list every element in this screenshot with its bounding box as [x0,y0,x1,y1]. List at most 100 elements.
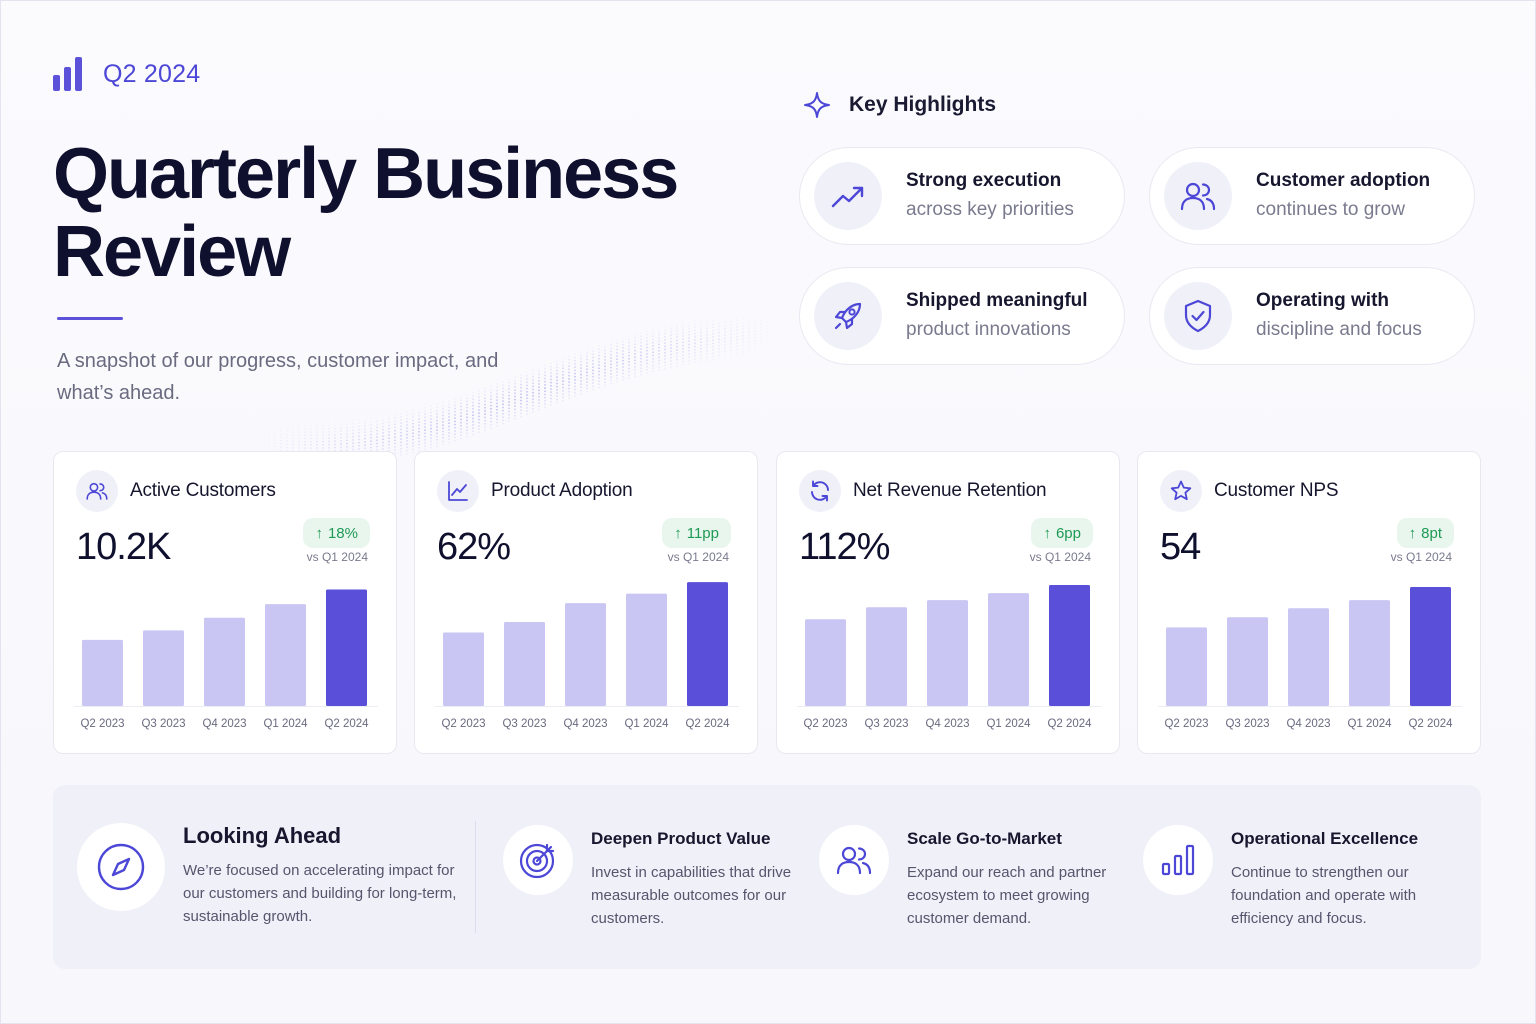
target-icon-wrap [503,825,573,895]
kpi-value: 54 [1160,526,1201,568]
highlights-heading-text: Key Highlights [849,93,997,116]
x-tick-label: Q3 2023 [1225,718,1269,730]
kpi-change-badge: ↑ 6pp [1031,518,1093,548]
hl-icon-wrap [814,162,882,230]
kpi-bar-chart: Q2 2023 Q3 2023 Q4 2023 Q1 2024 Q2 2024 [797,585,1101,730]
hl-icon-wrap [1164,282,1232,350]
kpi-icon-wrap [437,470,479,512]
x-tick-label: Q3 2023 [141,718,185,730]
kpi-bar-chart: Q2 2023 Q3 2023 Q4 2023 Q1 2024 Q2 2024 [435,582,739,730]
ahead-item-title: Scale Go-to-Market [907,829,1062,848]
kpi-change-badge: ↑ 11pp [662,518,731,548]
highlight-title: Strong execution [906,170,1062,191]
kpi-comparison: vs Q1 2024 [1390,550,1452,564]
users-icon [1180,182,1216,211]
bar-q1-2024 [626,593,667,706]
highlights-heading: Key Highlights [803,91,996,119]
period-label: Q2 2024 [103,59,201,88]
bar-q4-2023 [565,603,606,706]
users-icon [836,846,872,875]
kpi-comparison: vs Q1 2024 [306,550,368,564]
kpi-comparison: vs Q1 2024 [1029,550,1091,564]
bar-q3-2023 [143,630,184,706]
bar-chart-icon [1161,844,1195,876]
kpi-value: 62% [437,526,511,568]
highlight-card-innovation: Shipped meaningful product innovations [799,267,1125,365]
kpi-card-active-customers: Active Customers 10.2K ↑ 18% vs Q1 2024 Q… [53,451,397,754]
kpi-change: 8pt [1421,524,1442,542]
arrow-up-icon: ↑ [1043,524,1051,542]
kpi-value: 10.2K [76,526,171,568]
kpi-icon-wrap [799,470,841,512]
highlight-subtitle: across key priorities [906,199,1074,220]
highlight-card-adoption: Customer adoption continues to grow [1149,147,1475,245]
shield-check-icon [1184,299,1212,333]
arrow-up-icon: ↑ [315,524,323,542]
kpi-title: Active Customers [130,480,276,501]
bar-q1-2024 [1349,600,1390,706]
sparkle-icon [804,92,830,118]
kpi-change: 6pp [1055,524,1081,542]
x-tick-label: Q3 2023 [502,718,546,730]
star-icon [1170,480,1192,501]
ahead-item-description: Expand our reach and partner ecosystem t… [907,864,1107,927]
users-icon [86,482,108,500]
kpi-title: Product Adoption [491,480,633,501]
page-title: Quarterly Business Review [53,134,679,292]
ahead-item-title: Deepen Product Value [591,829,771,848]
highlight-subtitle: continues to grow [1256,199,1405,220]
title-underline [57,317,123,320]
x-tick-label: Q2 2023 [80,718,124,730]
x-tick-label: Q4 2023 [202,718,246,730]
arrow-up-icon: ↑ [674,524,682,542]
highlight-card-discipline: Operating with discipline and focus [1149,267,1475,365]
period-header: Q2 2024 [53,57,200,91]
kpi-card-customer-nps: Customer NPS 54 ↑ 8pt vs Q1 2024 Q2 2023 Q… [1137,451,1481,754]
bar-q1-2024 [265,604,306,706]
compass-icon [97,843,145,891]
looking-ahead-description: We’re focused on accelerating impact for… [183,862,457,925]
looking-ahead-panel: Looking Ahead We’re focused on accelerat… [53,785,1481,969]
kpi-change: 18% [327,524,358,542]
x-tick-label: Q2 2024 [324,718,369,730]
page-subtitle: A snapshot of our progress, customer imp… [57,350,499,404]
bar-q3-2023 [504,622,545,706]
x-tick-label: Q2 2024 [1047,718,1092,730]
bar-q4-2023 [204,617,245,706]
target-icon [519,843,555,879]
kpi-change: 11pp [686,524,719,542]
kpi-change-badge: ↑ 8pt [1396,518,1454,548]
bar-chart-icon-wrap [1143,825,1213,895]
x-tick-label: Q2 2024 [685,718,730,730]
looking-ahead-title: Looking Ahead [183,823,342,848]
highlight-title: Operating with [1256,290,1389,311]
highlight-title: Customer adoption [1256,170,1431,191]
kpi-card-net-revenue-retention: Net Revenue Retention 112% ↑ 6pp vs Q1 20… [776,451,1120,754]
users-icon-wrap [819,825,889,895]
bar-q2-2024 [687,582,728,706]
x-tick-label: Q4 2023 [925,718,969,730]
bar-q3-2023 [1227,617,1268,706]
arrow-up-icon: ↑ [1408,524,1417,542]
kpi-title: Net Revenue Retention [853,480,1047,501]
bar-q2-2024 [1049,585,1090,706]
kpi-title: Customer NPS [1214,480,1339,501]
ahead-item-title: Operational Excellence [1231,829,1419,848]
x-tick-label: Q2 2023 [1164,718,1208,730]
bar-q2-2023 [1166,627,1207,706]
x-tick-label: Q2 2024 [1408,718,1453,730]
bar-q4-2023 [927,600,968,706]
bar-q2-2024 [1410,587,1451,706]
x-tick-label: Q2 2023 [441,718,485,730]
bar-q1-2024 [988,593,1029,706]
compass-icon-wrap [77,823,165,911]
hl-icon-wrap [814,282,882,350]
rocket-icon [834,302,862,330]
ahead-item-description: Invest in capabilities that drive measur… [591,864,792,927]
kpi-card-product-adoption: Product Adoption 62% ↑ 11pp vs Q1 2024 Q2… [414,451,758,754]
bar-q2-2023 [82,639,123,706]
x-tick-label: Q1 2024 [624,718,669,730]
kpi-bar-chart: Q2 2023 Q3 2023 Q4 2023 Q1 2024 Q2 2024 [1158,587,1462,730]
line-chart-icon [448,481,468,501]
